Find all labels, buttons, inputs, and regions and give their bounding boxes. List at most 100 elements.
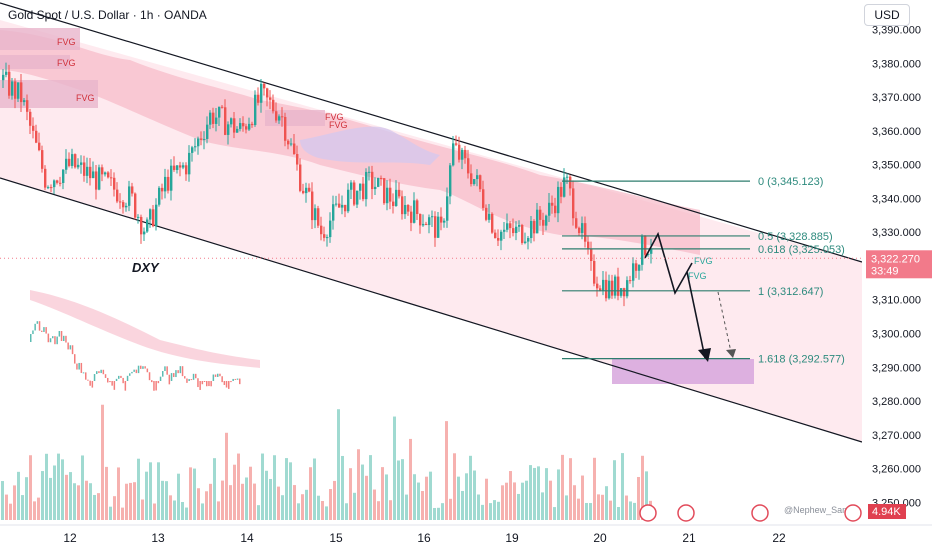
candle-body xyxy=(359,183,362,191)
candle-body xyxy=(59,182,62,184)
candle-body xyxy=(98,167,101,190)
current-price-badge xyxy=(866,250,932,279)
inset-candle xyxy=(239,378,241,385)
volume-bar xyxy=(421,491,424,520)
candle-body xyxy=(485,207,488,220)
candle-body xyxy=(5,71,8,75)
inset-candle xyxy=(217,373,219,377)
volume-bar xyxy=(185,507,188,520)
inset-candle xyxy=(52,336,54,339)
volume-bar xyxy=(321,501,324,520)
candle-body xyxy=(236,128,239,133)
currency-button[interactable]: USD xyxy=(864,4,910,26)
volume-bar xyxy=(513,482,516,520)
volume-bar xyxy=(349,468,352,520)
volume-bar xyxy=(65,474,68,520)
volume-bar xyxy=(53,465,56,520)
candle-body xyxy=(152,209,155,227)
inset-candle xyxy=(225,381,228,388)
inset-candle xyxy=(133,369,135,372)
candle-body xyxy=(626,280,629,297)
candle-body xyxy=(26,100,29,112)
inset-candle xyxy=(230,381,232,383)
volume-bar xyxy=(497,501,500,520)
inset-candle xyxy=(140,365,142,369)
candle-body xyxy=(599,288,602,291)
inset-candle xyxy=(153,381,155,391)
volume-bar xyxy=(397,460,400,520)
volume-bar xyxy=(49,477,52,520)
inset-candle xyxy=(208,381,210,387)
candle-body xyxy=(395,189,398,206)
candle-body xyxy=(311,191,314,221)
volume-bar xyxy=(37,497,40,520)
candle-body xyxy=(92,171,95,179)
x-tick-label: 15 xyxy=(329,531,343,545)
candle-body xyxy=(380,177,383,179)
target-zone xyxy=(612,359,754,384)
volume-bar xyxy=(149,462,152,520)
inset-candle xyxy=(38,321,41,331)
volume-bar xyxy=(145,471,148,520)
candle-body xyxy=(527,238,530,242)
arrowhead xyxy=(726,349,736,358)
candle-body xyxy=(296,153,299,165)
fib-level-label: 1 (3,312.647) xyxy=(758,286,823,298)
candle-body xyxy=(638,264,641,271)
dxy-inset-chart xyxy=(28,284,318,404)
candle-body xyxy=(587,241,590,250)
volume-bar xyxy=(449,498,452,520)
candle-body xyxy=(119,201,122,203)
inset-candle xyxy=(195,373,197,379)
inset-candle xyxy=(146,368,149,373)
volume-bar xyxy=(533,467,536,520)
fib-level-label: 1.618 (3,292.577) xyxy=(758,354,845,366)
candle-body xyxy=(197,138,200,147)
candle-body xyxy=(422,223,425,226)
fib-level-label: 0.618 (3,325.053) xyxy=(758,244,845,256)
candle-body xyxy=(593,260,596,284)
event-flag-icon xyxy=(751,504,769,522)
candle-body xyxy=(533,221,536,234)
candle-body xyxy=(74,154,77,168)
volume-bar xyxy=(501,485,504,520)
candle-body xyxy=(521,225,524,243)
candle-body xyxy=(431,216,434,218)
volume-bar xyxy=(117,467,120,520)
candle-body xyxy=(38,142,41,151)
inset-candle xyxy=(89,380,91,386)
volume-bar xyxy=(173,500,176,520)
inset-candle xyxy=(148,372,151,381)
x-tick-label: 14 xyxy=(240,531,254,545)
candle-body xyxy=(200,138,203,140)
volume-bar xyxy=(265,470,268,520)
channel-lower-line xyxy=(0,177,863,443)
inset-candle xyxy=(120,375,122,378)
fib-level-label: 0.5 (3,328.885) xyxy=(758,231,833,243)
candle-body xyxy=(452,143,455,166)
inset-candle xyxy=(98,371,100,374)
candle-body xyxy=(71,154,74,166)
volume-bar xyxy=(641,455,644,520)
ichimoku-cloud-blue xyxy=(300,126,440,165)
y-tick-label: 3,360.000 xyxy=(872,126,921,138)
candle-body xyxy=(608,280,611,299)
candle-body xyxy=(35,130,38,143)
candle-body xyxy=(290,143,293,145)
candle-body xyxy=(542,219,545,226)
candle-body xyxy=(140,216,143,235)
inset-candle xyxy=(113,381,116,390)
volume-bar xyxy=(29,455,32,520)
candle-body xyxy=(107,172,110,178)
event-flag-icon xyxy=(844,504,862,522)
volume-bar xyxy=(341,455,344,520)
volume-bar xyxy=(73,483,76,520)
candle-body xyxy=(83,162,86,176)
watermark: @Nephew_Sam_ xyxy=(784,505,856,515)
volume-bar xyxy=(645,471,648,520)
candle-body xyxy=(371,171,374,190)
candle-body xyxy=(266,88,269,98)
volume-bar xyxy=(1,481,4,520)
inset-candle xyxy=(236,378,239,380)
